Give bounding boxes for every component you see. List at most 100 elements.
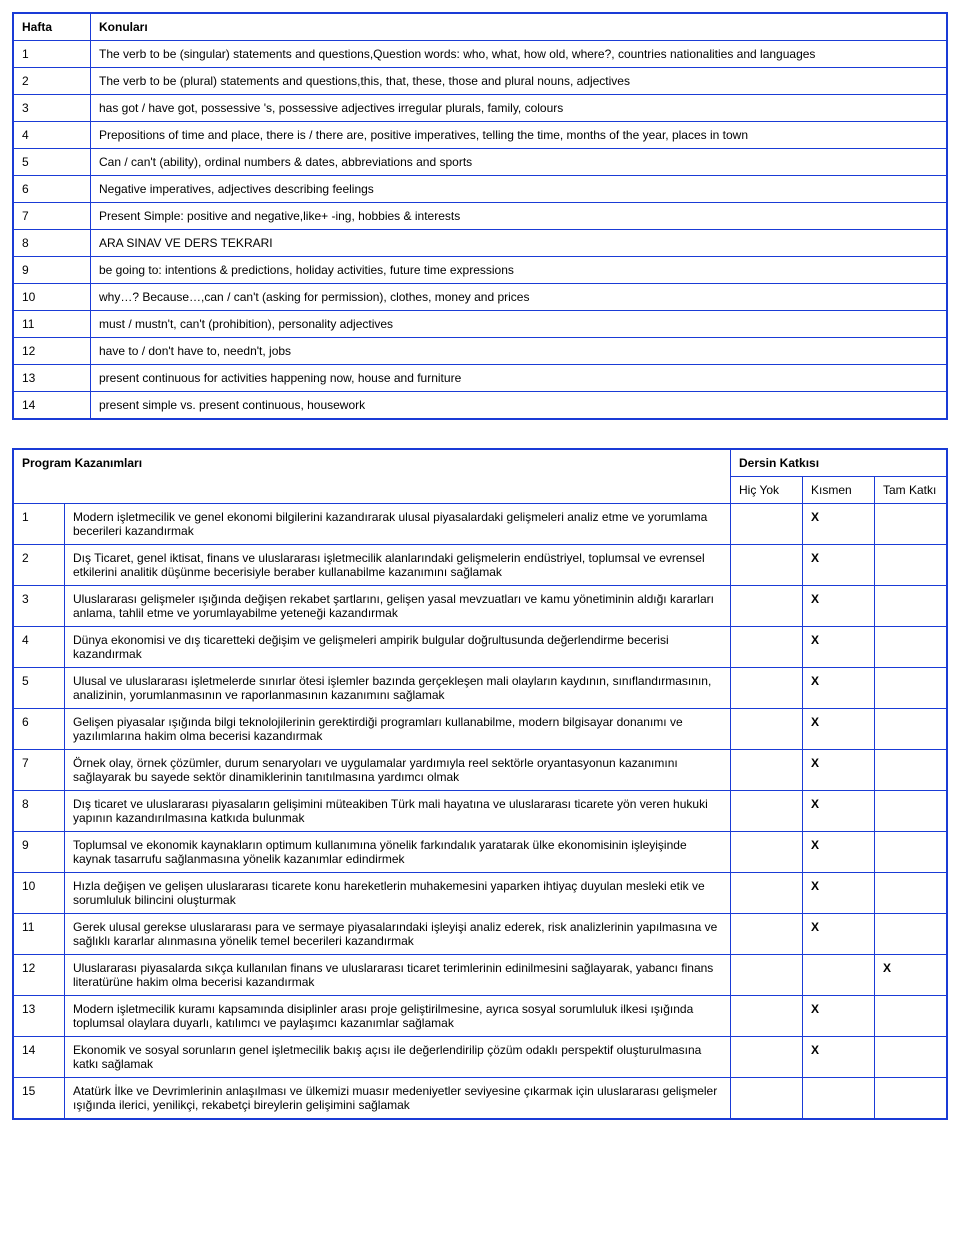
table-row: 8Dış ticaret ve uluslararası piyasaların… (13, 791, 947, 832)
table-row: 13Modern işletmecilik kuramı kapsamında … (13, 996, 947, 1037)
pk-kismen: X (803, 750, 875, 791)
week-number: 2 (13, 68, 91, 95)
week-topic: Can / can't (ability), ordinal numbers &… (91, 149, 948, 176)
week-topic: Present Simple: positive and negative,li… (91, 203, 948, 230)
week-number: 14 (13, 392, 91, 420)
pk-text: Örnek olay, örnek çözümler, durum senary… (65, 750, 731, 791)
pk-index: 6 (13, 709, 65, 750)
pk-index: 10 (13, 873, 65, 914)
week-topic: Prepositions of time and place, there is… (91, 122, 948, 149)
table-row: 2The verb to be (plural) statements and … (13, 68, 947, 95)
week-number: 11 (13, 311, 91, 338)
week-topic: have to / don't have to, needn't, jobs (91, 338, 948, 365)
pk-index: 13 (13, 996, 65, 1037)
table-row: 12Uluslararası piyasalarda sıkça kullanı… (13, 955, 947, 996)
table-row: 7Örnek olay, örnek çözümler, durum senar… (13, 750, 947, 791)
pk-hic (731, 914, 803, 955)
table-row: 9Toplumsal ve ekonomik kaynakların optim… (13, 832, 947, 873)
pk-index: 4 (13, 627, 65, 668)
table-row: 4Dünya ekonomisi ve dış ticaretteki deği… (13, 627, 947, 668)
pk-index: 5 (13, 668, 65, 709)
week-number: 12 (13, 338, 91, 365)
pk-kismen: X (803, 914, 875, 955)
table-row: 5Can / can't (ability), ordinal numbers … (13, 149, 947, 176)
pk-index: 3 (13, 586, 65, 627)
pk-index: 11 (13, 914, 65, 955)
pk-index: 15 (13, 1078, 65, 1120)
pk-kismen: X (803, 1037, 875, 1078)
pk-header-title: Program Kazanımları (13, 449, 731, 504)
table-row: 10why…? Because…,can / can't (asking for… (13, 284, 947, 311)
week-number: 9 (13, 257, 91, 284)
week-number: 7 (13, 203, 91, 230)
pk-hic (731, 627, 803, 668)
pk-index: 7 (13, 750, 65, 791)
table-row: 3Uluslararası gelişmeler ışığında değişe… (13, 586, 947, 627)
week-topic: present continuous for activities happen… (91, 365, 948, 392)
pk-index: 2 (13, 545, 65, 586)
pk-kismen (803, 1078, 875, 1120)
pk-header-dk: Dersin Katkısı (731, 449, 948, 477)
week-number: 8 (13, 230, 91, 257)
pk-kismen: X (803, 996, 875, 1037)
table-row: 6Negative imperatives, adjectives descri… (13, 176, 947, 203)
week-number: 10 (13, 284, 91, 311)
pk-text: Ekonomik ve sosyal sorunların genel işle… (65, 1037, 731, 1078)
pk-hic (731, 1037, 803, 1078)
pk-kismen: X (803, 627, 875, 668)
pk-col-hic: Hiç Yok (731, 477, 803, 504)
weeks-header-topic: Konuları (91, 13, 948, 41)
week-topic: The verb to be (plural) statements and q… (91, 68, 948, 95)
pk-tam (875, 709, 948, 750)
table-row: 7Present Simple: positive and negative,l… (13, 203, 947, 230)
pk-hic (731, 586, 803, 627)
week-topic: has got / have got, possessive 's, posse… (91, 95, 948, 122)
pk-kismen: X (803, 545, 875, 586)
pk-text: Uluslararası piyasalarda sıkça kullanıla… (65, 955, 731, 996)
table-row: 15Atatürk İlke ve Devrimlerinin anlaşılm… (13, 1078, 947, 1120)
pk-hic (731, 504, 803, 545)
table-row: 4Prepositions of time and place, there i… (13, 122, 947, 149)
pk-hic (731, 545, 803, 586)
pk-tam (875, 832, 948, 873)
pk-tam (875, 627, 948, 668)
pk-index: 9 (13, 832, 65, 873)
pk-text: Hızla değişen ve gelişen uluslararası ti… (65, 873, 731, 914)
table-row: 1Modern işletmecilik ve genel ekonomi bi… (13, 504, 947, 545)
pk-kismen: X (803, 791, 875, 832)
table-row: 14present simple vs. present continuous,… (13, 392, 947, 420)
pk-kismen: X (803, 832, 875, 873)
pk-col-kismen: Kısmen (803, 477, 875, 504)
pk-tam (875, 1078, 948, 1120)
pk-hic (731, 668, 803, 709)
pk-kismen (803, 955, 875, 996)
pk-text: Modern işletmecilik kuramı kapsamında di… (65, 996, 731, 1037)
pk-hic (731, 832, 803, 873)
pk-hic (731, 955, 803, 996)
week-number: 6 (13, 176, 91, 203)
table-row: 2Dış Ticaret, genel iktisat, finans ve u… (13, 545, 947, 586)
week-topic: must / mustn't, can't (prohibition), per… (91, 311, 948, 338)
table-row: 3has got / have got, possessive 's, poss… (13, 95, 947, 122)
pk-index: 8 (13, 791, 65, 832)
table-row: 1The verb to be (singular) statements an… (13, 41, 947, 68)
pk-text: Toplumsal ve ekonomik kaynakların optimu… (65, 832, 731, 873)
pk-tam (875, 914, 948, 955)
table-row: 12have to / don't have to, needn't, jobs (13, 338, 947, 365)
weeks-table: Hafta Konuları 1The verb to be (singular… (12, 12, 948, 420)
pk-kismen: X (803, 504, 875, 545)
pk-tam (875, 996, 948, 1037)
pk-text: Modern işletmecilik ve genel ekonomi bil… (65, 504, 731, 545)
week-number: 5 (13, 149, 91, 176)
pk-text: Atatürk İlke ve Devrimlerinin anlaşılmas… (65, 1078, 731, 1120)
pk-index: 1 (13, 504, 65, 545)
table-row: 8ARA SINAV VE DERS TEKRARI (13, 230, 947, 257)
table-row: 11Gerek ulusal gerekse uluslararası para… (13, 914, 947, 955)
pk-tam (875, 668, 948, 709)
pk-hic (731, 1078, 803, 1120)
pk-text: Gelişen piyasalar ışığında bilgi teknolo… (65, 709, 731, 750)
table-row: 10Hızla değişen ve gelişen uluslararası … (13, 873, 947, 914)
pk-text: Dünya ekonomisi ve dış ticaretteki değiş… (65, 627, 731, 668)
pk-text: Uluslararası gelişmeler ışığında değişen… (65, 586, 731, 627)
pk-col-tam: Tam Katkı (875, 477, 948, 504)
